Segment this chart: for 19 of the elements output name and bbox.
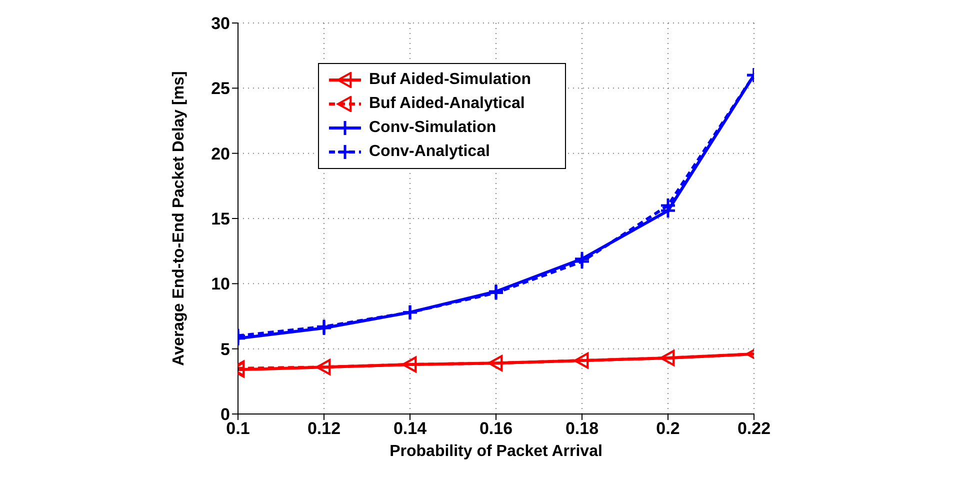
legend-label: Conv-Analytical [369,143,490,161]
x-tick-label: 0.1 [226,419,250,438]
y-tick-label: 30 [211,14,230,34]
x-tick-label: 0.2 [656,419,680,438]
x-tick-label: 0.16 [479,419,513,438]
y-tick-label: 25 [211,79,230,98]
y-tick-label: 20 [211,144,230,164]
x-tick-label: 0.22 [737,419,771,438]
x-tick-label: 0.14 [393,419,428,438]
y-tick-label: 10 [211,274,230,294]
legend-label: Conv-Simulation [369,119,496,137]
x-tick-label: 0.12 [307,419,341,438]
legend-label: Buf Aided-Simulation [369,71,532,89]
y-axis-title: Average End-to-End Packet Delay [ms] [170,71,188,366]
y-tick-label: 15 [211,210,230,229]
x-tick-label: 0.18 [565,419,599,438]
legend-label: Buf Aided-Analytical [369,95,525,113]
x-axis-title: Probability of Packet Arrival [390,443,602,460]
y-tick-label: 5 [220,340,230,359]
